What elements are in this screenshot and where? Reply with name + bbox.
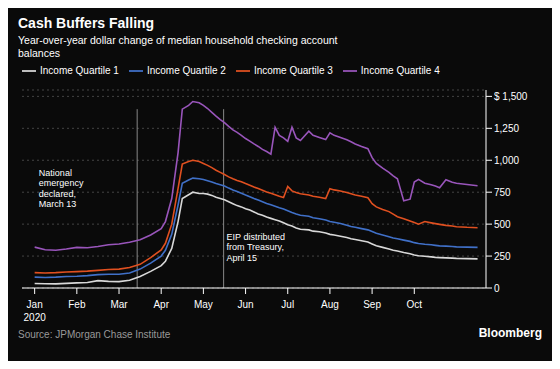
svg-text:Mar: Mar (110, 299, 128, 310)
svg-text:May: May (194, 299, 213, 310)
svg-text:1,000: 1,000 (494, 155, 519, 166)
svg-text:Jan: Jan (27, 299, 43, 310)
svg-text:Sep: Sep (363, 299, 381, 310)
html-text:balances: balances (18, 47, 60, 59)
svg-text:250: 250 (494, 251, 511, 262)
svg-text:750: 750 (494, 187, 511, 198)
svg-text:Aug: Aug (321, 299, 339, 310)
svg-text:EIP distributedfrom Treasury,A: EIP distributedfrom Treasury,April 15 (227, 232, 285, 263)
svg-text:2020: 2020 (24, 312, 47, 322)
svg-text:0: 0 (494, 283, 500, 294)
html-text:Income Quartile 3: Income Quartile 3 (253, 64, 333, 76)
svg-text:$ 1,500: $ 1,500 (494, 91, 528, 102)
html-text:Source: JPMorgan Chase Institu: Source: JPMorgan Chase Institute (18, 329, 171, 340)
svg-text:1,250: 1,250 (494, 123, 519, 134)
html-text:Income Quartile 1: Income Quartile 1 (40, 64, 119, 76)
html-text:Income Quartile 2: Income Quartile 2 (146, 64, 226, 76)
svg-text:Apr: Apr (153, 299, 169, 310)
html-text:Bloomberg: Bloomberg (478, 326, 542, 340)
html-text:Cash Buffers Falling: Cash Buffers Falling (18, 15, 155, 31)
svg-text:Jul: Jul (281, 299, 294, 310)
svg-text:Feb: Feb (68, 299, 86, 310)
svg-text:500: 500 (494, 219, 511, 230)
html-text:Year-over-year dollar change o: Year-over-year dollar change of median h… (18, 34, 338, 46)
svg-text:Oct: Oct (407, 299, 423, 310)
svg-text:Jun: Jun (238, 299, 254, 310)
html-text:Income Quartile 4: Income Quartile 4 (360, 64, 440, 76)
svg-text:Nationalemergencydeclared,Marc: Nationalemergencydeclared,March 13 (39, 168, 84, 209)
